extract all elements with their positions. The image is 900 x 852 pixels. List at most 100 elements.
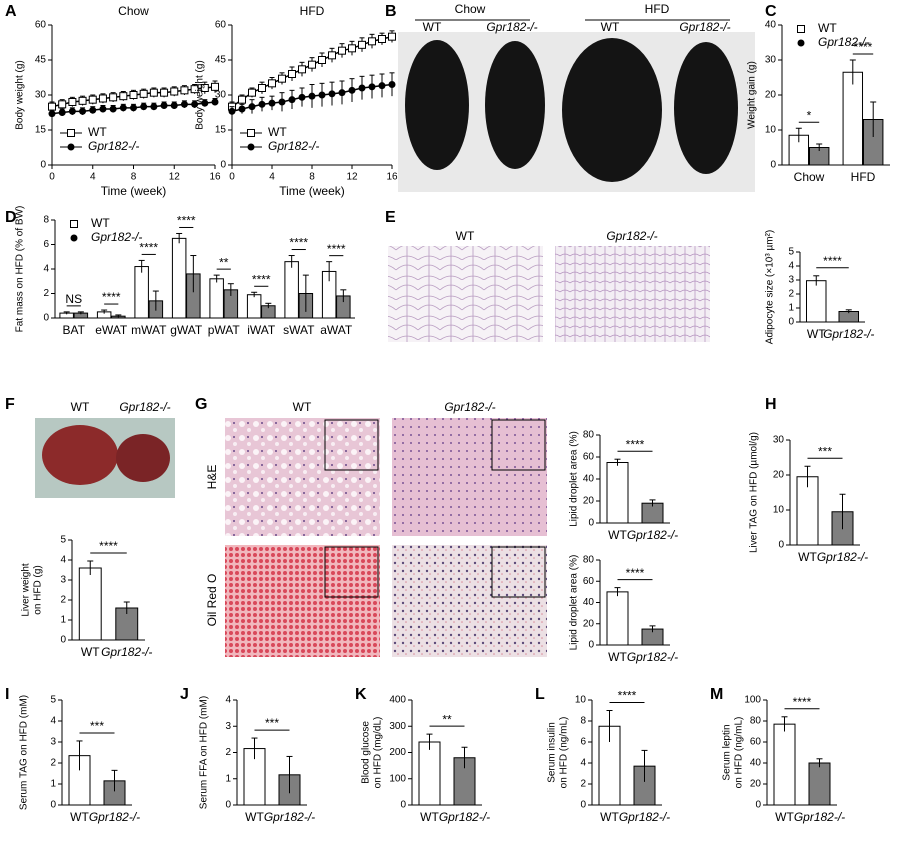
bar [246, 294, 262, 319]
x-tick-label: Gpr182-/- [264, 810, 315, 824]
mouse [562, 38, 662, 182]
panel-label: F [5, 396, 15, 413]
x-tick-label: WT [807, 327, 826, 341]
y-tick-label: 0 [588, 518, 594, 529]
y-axis-label: Serum insulin [547, 722, 558, 783]
panel-label: I [5, 686, 9, 703]
point [308, 60, 316, 69]
y-tick-label: 100 [744, 695, 761, 706]
y-tick-label: 10 [765, 125, 777, 136]
legend-label: WT [88, 125, 107, 139]
y-axis-label: Body weight (g) [195, 60, 206, 129]
point [288, 96, 296, 104]
y-tick-label: 2 [60, 595, 66, 606]
y-tick-label: 2 [225, 747, 231, 758]
image-label: WT [71, 400, 90, 414]
point [99, 105, 107, 113]
mouse [405, 40, 469, 170]
y-tick-label: 3 [225, 721, 231, 732]
legend-marker [247, 129, 255, 137]
point [298, 93, 306, 101]
x-tick-label: Gpr182-/- [627, 528, 678, 542]
y-tick-label: 0 [50, 800, 56, 811]
y-axis-label: on HFD (ng/mL) [734, 717, 745, 789]
point [338, 89, 346, 97]
y-axis-label: Serum FFA on HFD (mM) [199, 696, 210, 809]
point [79, 107, 87, 115]
legend-label: Gpr182-/- [818, 35, 869, 49]
point [328, 51, 336, 60]
point [368, 83, 376, 91]
legend-marker [70, 234, 78, 242]
y-tick-label: 5 [60, 535, 66, 546]
x-tick-label: WT [70, 810, 89, 824]
y-tick-label: 45 [215, 55, 227, 66]
histology-image [555, 246, 710, 342]
group-label: Chow [455, 2, 486, 16]
point [368, 37, 376, 46]
y-tick-label: 60 [583, 452, 595, 463]
point [238, 105, 246, 113]
legend-label: WT [818, 21, 837, 35]
image-label: WT [293, 400, 312, 414]
point [129, 91, 138, 99]
point [388, 81, 396, 88]
y-tick-label: 4 [580, 758, 586, 769]
y-tick-label: 30 [765, 55, 777, 66]
significance: **** [793, 695, 812, 709]
y-tick-label: 2 [50, 758, 56, 769]
y-tick-label: 80 [583, 555, 595, 566]
bar [606, 591, 629, 646]
point [308, 92, 316, 100]
y-tick-label: 0 [770, 160, 776, 171]
significance: **** [854, 40, 873, 54]
mouse [674, 42, 738, 174]
y-tick-label: 30 [215, 90, 227, 101]
y-tick-label: 0 [788, 317, 794, 328]
panel-label: B [385, 3, 397, 20]
significance: **** [289, 236, 308, 250]
image-label: WT [601, 20, 620, 34]
y-axis-label: Lipid droplet area (%) [569, 555, 580, 651]
point [318, 56, 326, 64]
bar [773, 723, 796, 806]
y-tick-label: 200 [389, 747, 406, 758]
y-tick-label: 20 [773, 470, 785, 481]
x-tick-label: Gpr182-/- [619, 810, 670, 824]
y-tick-label: 4 [225, 695, 231, 706]
y-tick-label: 0 [400, 800, 406, 811]
y-tick-label: 30 [773, 435, 785, 446]
significance: **** [626, 437, 645, 451]
x-tick-label: WT [608, 650, 627, 664]
point [149, 88, 158, 97]
legend-marker [67, 129, 75, 137]
point [358, 40, 366, 49]
x-tick-label: mWAT [131, 323, 167, 337]
y-axis-label: Fat mass on HFD (% of BW) [15, 206, 26, 333]
point [228, 107, 236, 115]
y-tick-label: 8 [580, 716, 586, 727]
y-tick-label: 300 [389, 721, 406, 732]
point [160, 102, 168, 109]
x-tick-label: HFD [851, 170, 876, 184]
x-tick-label: Gpr182-/- [627, 650, 678, 664]
point [78, 96, 87, 105]
x-tick-label: Gpr182-/- [101, 645, 152, 659]
y-tick-label: 15 [215, 125, 227, 136]
point [160, 88, 169, 97]
panel-label: A [5, 3, 17, 20]
image-label: Gpr182-/- [444, 400, 495, 414]
y-axis-label: on HFD (mg/dL) [373, 717, 384, 789]
point [258, 100, 266, 108]
y-tick-label: 0 [43, 313, 49, 324]
y-tick-label: 60 [583, 576, 595, 587]
bar [78, 567, 102, 641]
x-tick-label: 8 [309, 172, 315, 183]
point [348, 86, 356, 94]
y-tick-label: 4 [60, 555, 66, 566]
significance: * [807, 108, 812, 122]
x-tick-label: 16 [386, 172, 398, 183]
significance: *** [265, 716, 279, 730]
liver [116, 434, 170, 482]
y-tick-label: 20 [583, 618, 595, 629]
